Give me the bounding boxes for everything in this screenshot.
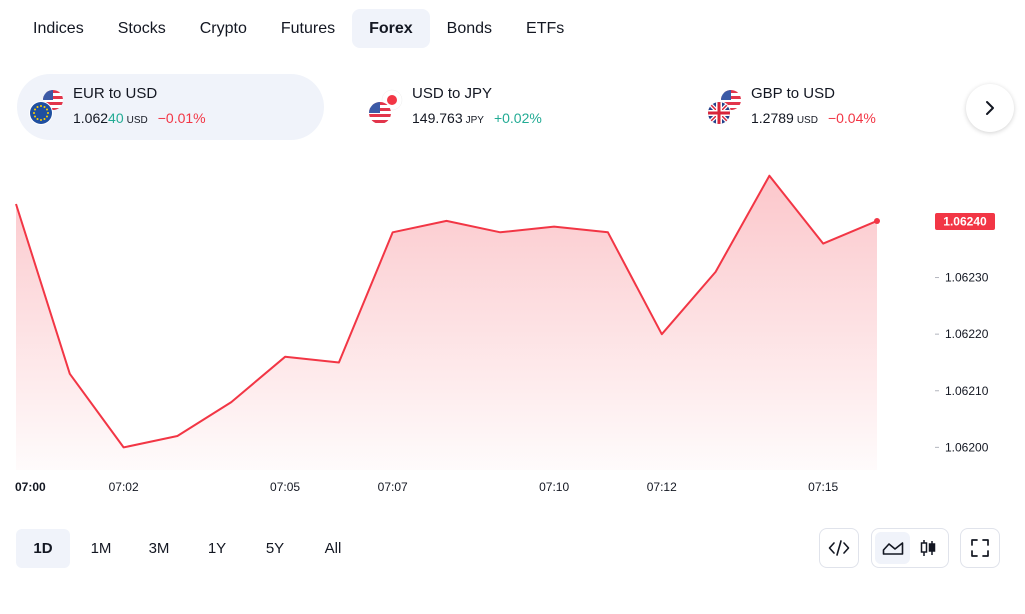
range-1d-button[interactable]: 1D (16, 529, 70, 568)
tab-forex[interactable]: Forex (352, 9, 430, 48)
range-5y-button[interactable]: 5Y (265, 540, 285, 557)
next-symbols-button[interactable] (966, 84, 1014, 132)
symbol-price: 1.2789 (751, 109, 794, 126)
y-tick-label: 1.06200 (945, 440, 989, 454)
code-icon (828, 540, 850, 556)
range-selector: 1D 1M 3M 1Y 5Y All (16, 529, 364, 568)
symbol-unit: USD (796, 114, 818, 126)
symbol-change: −0.04% (827, 109, 876, 126)
x-tick-label: 07:12 (647, 480, 677, 494)
candles-style-button[interactable] (910, 532, 945, 564)
y-tick-label: 1.06220 (945, 327, 989, 341)
x-tick-label: 07:15 (808, 480, 838, 494)
symbol-price: 1.06240 (73, 109, 124, 126)
data-point (874, 217, 880, 224)
symbol-unit: JPY (465, 114, 484, 126)
symbol-gbpusd[interactable]: GBP to USD 1.2789 USD −0.04% (695, 74, 955, 140)
symbol-name: EUR to USD (73, 84, 158, 102)
x-tick-label: 07:07 (378, 480, 408, 494)
last-price-badge (935, 212, 995, 230)
symbol-price: 149.763 (412, 109, 463, 126)
fullscreen-button[interactable] (960, 528, 1000, 568)
x-tick-label: 07:10 (539, 480, 569, 494)
price-line (15, 174, 878, 449)
chevron-right-icon (986, 101, 994, 115)
fullscreen-icon (971, 539, 989, 557)
price-area (16, 175, 877, 470)
symbol-change: +0.02% (493, 109, 542, 126)
pair-flags (705, 88, 743, 126)
x-tick-label: 07:00 (15, 480, 46, 494)
symbol-usdjpy[interactable]: USD to JPY 149.763 JPY +0.02% (356, 74, 656, 140)
eu-flag-icon (29, 101, 53, 125)
price-chart[interactable]: 1.06200 1.06210 1.06220 1.06230 07:00 07:02 0… (0, 160, 1025, 510)
range-1m-button[interactable]: 1M (90, 540, 112, 557)
tab-bonds[interactable]: Bonds (446, 19, 493, 37)
tab-indices[interactable]: Indices (33, 19, 84, 37)
tab-futures[interactable]: Futures (280, 19, 336, 37)
area-style-button[interactable] (875, 532, 910, 564)
market-tabs: Indices Stocks Crypto Futures Forex Bond… (16, 9, 581, 48)
pair-flags (27, 88, 65, 126)
symbol-eurusd[interactable]: EUR to USD 1.06240 USD −0.01% (17, 74, 324, 140)
pair-flags (366, 88, 404, 126)
embed-button[interactable] (819, 528, 859, 568)
last-price-label: 1.06240 (943, 214, 987, 228)
chart-style-toggle (871, 528, 949, 568)
range-3m-button[interactable]: 3M (148, 540, 170, 557)
tab-stocks[interactable]: Stocks (117, 19, 166, 37)
symbol-name: USD to JPY (412, 84, 493, 102)
candlestick-icon (920, 540, 935, 556)
us-flag-icon (368, 101, 392, 125)
symbol-change: −0.01% (157, 109, 206, 126)
symbol-unit: USD (126, 114, 148, 126)
uk-flag-icon (707, 101, 731, 125)
y-tick-label: 1.06210 (945, 384, 989, 398)
area-chart-icon (882, 542, 903, 555)
tab-crypto[interactable]: Crypto (199, 19, 247, 37)
x-tick-label: 07:02 (109, 480, 139, 494)
x-tick-label: 07:05 (270, 480, 300, 494)
range-1y-button[interactable]: 1Y (207, 540, 227, 557)
range-all-button[interactable]: All (324, 540, 342, 557)
y-tick-label: 1.06230 (945, 271, 989, 285)
tab-etfs[interactable]: ETFs (526, 19, 565, 37)
symbol-name: GBP to USD (751, 84, 835, 102)
